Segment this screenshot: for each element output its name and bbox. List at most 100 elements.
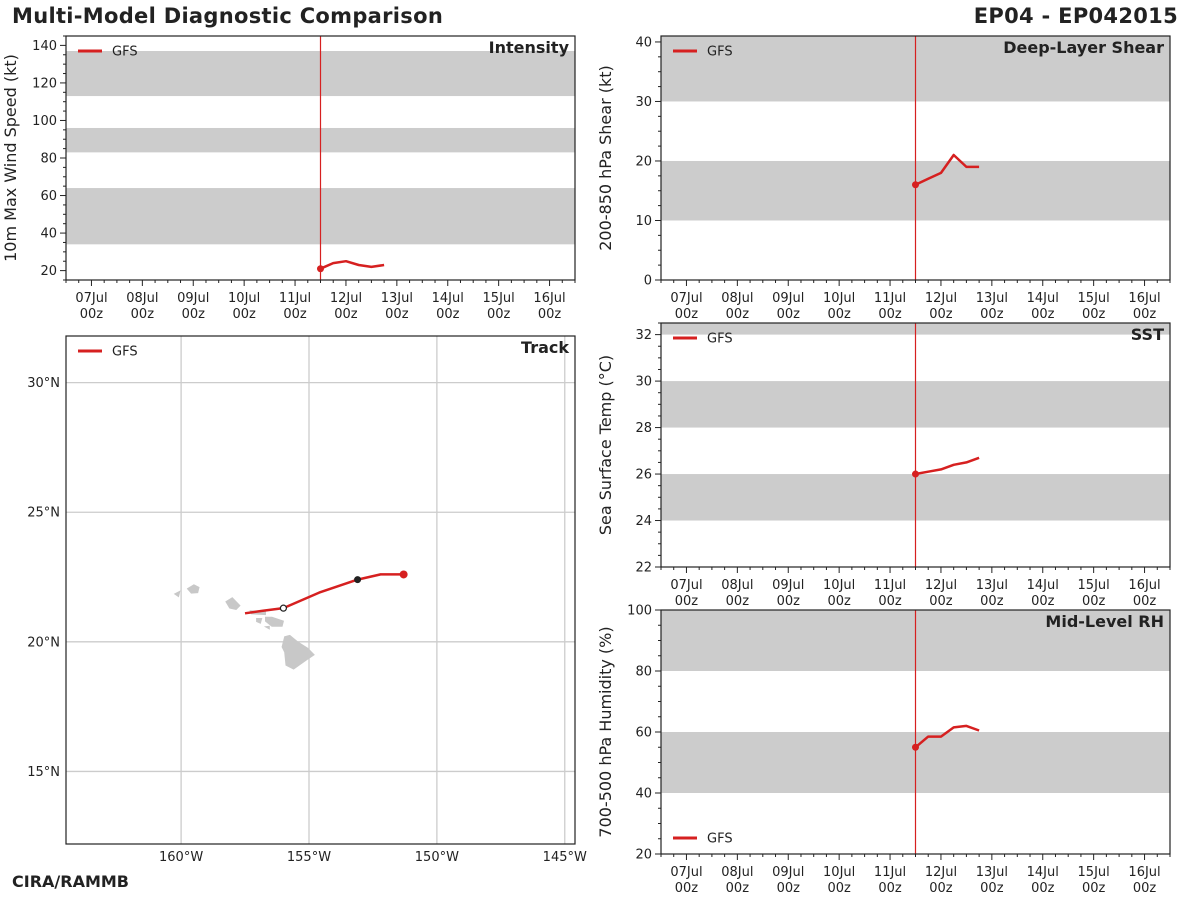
lat-tick-label: 20°N: [27, 635, 60, 650]
x-tick-label-line: 00z: [1082, 594, 1106, 609]
x-tick-label-line: 13Jul: [976, 865, 1008, 880]
x-tick-label-line: 08Jul: [126, 291, 158, 306]
x-tick-label: 08Jul 00z: [721, 291, 753, 322]
x-tick-label: 14Jul 00z: [1027, 865, 1059, 896]
y-tick-label: 40: [40, 227, 57, 242]
y-tick-label: 28: [635, 421, 652, 436]
x-tick-label-line: 10Jul: [823, 865, 855, 880]
x-tick-label: 15Jul 00z: [1078, 291, 1110, 322]
x-tick-label: 09Jul 00z: [772, 578, 804, 609]
x-tick-label-line: 12Jul: [925, 578, 957, 593]
x-tick-label: 14Jul 00z: [432, 291, 464, 322]
x-tick-label-line: 00z: [283, 307, 307, 322]
x-tick-label-line: 16Jul: [1128, 865, 1160, 880]
x-tick-label-line: 09Jul: [177, 291, 209, 306]
x-tick-label-line: 00z: [334, 307, 358, 322]
x-tick-label-line: 11Jul: [279, 291, 311, 306]
x-tick-label-line: 15Jul: [483, 291, 515, 306]
panel-title: Track: [521, 338, 569, 357]
series-initial-point: [912, 743, 919, 751]
x-tick-label: 07Jul 00z: [670, 865, 702, 896]
y-tick-label: 20: [635, 154, 652, 169]
legend-label: GFS: [707, 832, 733, 847]
y-tick-label: 80: [40, 152, 57, 167]
x-tick-label-line: 00z: [436, 307, 460, 322]
x-tick-label-line: 00z: [827, 307, 851, 322]
island-kahoolawe: [263, 625, 270, 630]
x-tick-label-line: 14Jul: [1027, 578, 1059, 593]
y-tick-label: 100: [32, 114, 57, 129]
panel-title: SST: [1131, 325, 1164, 344]
x-tick-label-line: 00z: [726, 594, 750, 609]
x-tick-label: 12Jul 00z: [330, 291, 362, 322]
y-tick-label: 20: [635, 848, 652, 863]
series-initial-point: [317, 265, 324, 273]
x-tick-label-line: 13Jul: [381, 291, 413, 306]
plot-frame: [65, 335, 576, 845]
series-initial-point: [912, 470, 919, 478]
y-tick-label: 32: [635, 328, 652, 343]
x-tick-label-line: 00z: [980, 594, 1004, 609]
y-tick-label: 30: [635, 375, 652, 390]
x-tick-label: 16Jul 00z: [533, 291, 565, 322]
legend-label: GFS: [112, 45, 138, 60]
x-tick-label-line: 08Jul: [721, 865, 753, 880]
x-tick-label-line: 14Jul: [1027, 291, 1059, 306]
x-tick-label-line: 00z: [1133, 881, 1157, 896]
x-tick-label: 12Jul 00z: [925, 578, 957, 609]
lat-tick-label: 30°N: [27, 376, 60, 391]
x-tick-label: 14Jul 00z: [1027, 578, 1059, 609]
x-tick-label: 13Jul 00z: [976, 578, 1008, 609]
y-tick-label: 60: [635, 726, 652, 741]
x-tick-label: 11Jul 00z: [279, 291, 311, 322]
y-tick-label: 26: [635, 468, 652, 483]
series-line-gfs: [914, 153, 980, 186]
x-tick-label-line: 00z: [878, 594, 902, 609]
x-tick-label-line: 00z: [1082, 307, 1106, 322]
storm-id: EP04 - EP042015: [973, 4, 1178, 28]
lon-tick-label: 160°W: [159, 850, 203, 865]
x-tick-label: 11Jul 00z: [874, 291, 906, 322]
panel-title: Intensity: [489, 38, 570, 57]
y-axis-label: 10m Max Wind Speed (kt): [1, 54, 20, 262]
y-axis-label: 200-850 hPa Shear (kt): [596, 65, 615, 251]
x-tick-label-line: 00z: [726, 881, 750, 896]
x-tick-label-line: 00z: [980, 881, 1004, 896]
x-tick-label-line: 14Jul: [432, 291, 464, 306]
island-maui: [265, 616, 284, 627]
x-tick-label-line: 13Jul: [976, 578, 1008, 593]
x-tick-label-line: 08Jul: [721, 578, 753, 593]
series-line-gfs: [319, 259, 385, 270]
y-tick-label: 60: [40, 189, 57, 204]
x-tick-label-line: 09Jul: [772, 291, 804, 306]
lon-tick-label: 150°W: [415, 850, 459, 865]
x-tick-label-line: 00z: [929, 881, 953, 896]
x-tick-label-line: 09Jul: [772, 578, 804, 593]
track-marker-open: [279, 604, 288, 612]
x-tick-label: 15Jul 00z: [1078, 578, 1110, 609]
track-line-gfs: [244, 573, 404, 615]
x-tick-label-line: 00z: [131, 307, 155, 322]
x-tick-label-line: 00z: [1031, 594, 1055, 609]
y-tick-label: 20: [40, 264, 57, 279]
x-tick-label: 12Jul 00z: [925, 865, 957, 896]
lon-tick-label: 155°W: [287, 850, 331, 865]
y-axis-label: Sea Surface Temp (°C): [596, 355, 615, 535]
track-panel: 160°W 155°W 150°W 145°W 15°N 20°N 25°N 30°N Trac…: [27, 335, 587, 865]
x-tick-label-line: 00z: [675, 307, 699, 322]
y-tick-label: 22: [635, 561, 652, 576]
x-tick-label-line: 07Jul: [670, 865, 702, 880]
plot-frame: [660, 322, 1171, 568]
series-initial-point: [912, 181, 919, 189]
legend-label: GFS: [707, 332, 733, 347]
x-tick-label-line: 00z: [232, 307, 256, 322]
plot-area: [66, 336, 575, 844]
x-tick-label: 16Jul 00z: [1128, 865, 1160, 896]
x-tick-label: 11Jul 00z: [874, 865, 906, 896]
x-tick-label: 10Jul 00z: [823, 291, 855, 322]
x-tick-label-line: 00z: [1031, 881, 1055, 896]
x-tick-label: 16Jul 00z: [1128, 578, 1160, 609]
x-tick-label-line: 00z: [487, 307, 511, 322]
